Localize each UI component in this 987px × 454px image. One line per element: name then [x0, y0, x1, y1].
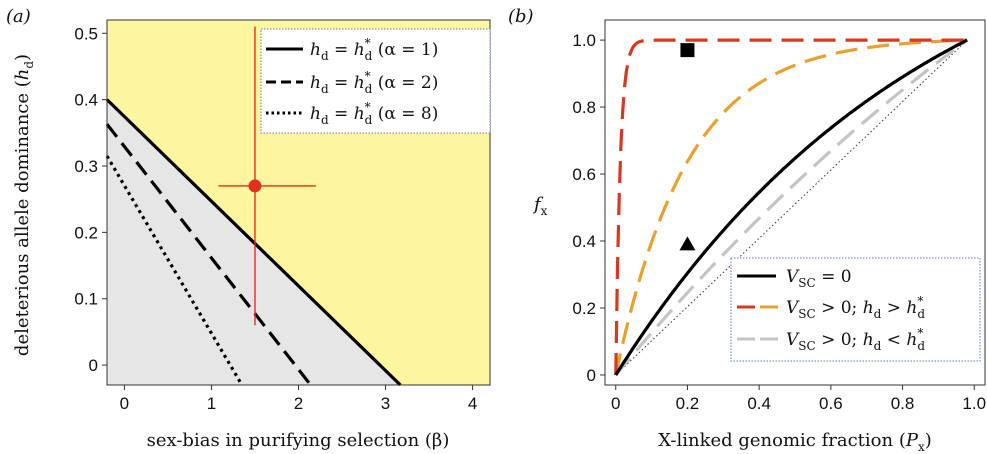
legend-a-entry-3: hd = h* d (α = 8) [310, 100, 438, 127]
y-tick-label: 0 [89, 356, 98, 375]
estimate-point [248, 179, 262, 193]
y-tick-label: 0 [587, 366, 596, 385]
legend-b-entry-3: VSC > 0; hd < h* d [786, 326, 925, 353]
panel-a-label: (a) [6, 6, 31, 27]
y-tick-label: 0.2 [572, 299, 596, 318]
x-tick-label: 1 [207, 394, 216, 413]
x-tick-label: 0.2 [676, 394, 700, 413]
threshold-line-dashed [105, 123, 312, 386]
legend-b-entry-1: VSC = 0 [786, 267, 852, 290]
y-tick-label: 0.4 [74, 91, 98, 110]
x-tick-label: 0.4 [747, 394, 771, 413]
panel-b-y-axis-label: fx [532, 194, 548, 218]
y-tick-label: 0.3 [74, 157, 98, 176]
y-tick-label: 0.8 [572, 98, 596, 117]
panel-b-x-ticks: 0 0.2 0.4 0.6 0.8 1.0 [611, 385, 986, 413]
panel-b-chart: 0 0.2 0.4 0.6 0.8 1.0 0 0.2 0.4 0.6 0.8 1.0 VSC = … [532, 19, 986, 454]
threshold-line-dotted [105, 155, 244, 386]
threshold-line-solid [105, 98, 402, 387]
legend-b-entry-2: VSC > 0; hd > h* d [786, 294, 925, 321]
x-tick-label: 1.0 [962, 394, 986, 413]
y-tick-label: 0.5 [74, 24, 98, 43]
x-tick-label: 0 [120, 394, 129, 413]
panel-b-markers [679, 43, 696, 251]
x-tick-label: 3 [381, 394, 390, 413]
panel-a-chart: 0 1 2 3 4 0 0.1 0.2 0.3 0.4 0.5 hd = h* d (α = 1) … [12, 19, 491, 451]
legend-a-entry-1: hd = h* d (α = 1) [310, 36, 438, 63]
legend-a-entry-2: hd = h* d (α = 2) [310, 69, 438, 96]
fx-curve-dashed-3 [614, 38, 969, 376]
y-tick-label: 0.6 [572, 165, 596, 184]
fx-curve-solid-0 [614, 38, 968, 376]
panel-b-label: (b) [508, 6, 534, 27]
panel-b-legend: VSC = 0 VSC > 0; hd > h* d VSC > 0; hd < … [730, 257, 981, 362]
square-marker [680, 43, 695, 58]
y-tick-label: 0.2 [74, 223, 98, 242]
x-tick-label: 0.6 [819, 394, 843, 413]
panel-a-y-ticks: 0 0.1 0.2 0.3 0.4 0.5 [74, 24, 107, 375]
y-tick-label: 0.4 [572, 232, 596, 251]
x-tick-label: 0 [611, 394, 620, 413]
panel-a-y-axis-label: deleterious allele dominance (hd) [12, 54, 36, 356]
panel-b-frame [604, 19, 986, 386]
y-tick-label: 0.1 [74, 290, 98, 309]
panel-a-lines [105, 98, 402, 387]
x-tick-label: 2 [294, 394, 303, 413]
panel-a-legend: hd = h* d (α = 1) hd = h* d (α = 2) hd = h… [260, 28, 491, 134]
panel-a-x-ticks: 0 1 2 3 4 [120, 385, 477, 413]
x-tick-label: 4 [468, 394, 477, 413]
x-tick-label: 0.8 [891, 394, 915, 413]
y-tick-label: 1.0 [572, 31, 596, 50]
panel-a-estimate [218, 26, 316, 326]
panel-b-y-ticks: 0 0.2 0.4 0.6 0.8 1.0 [572, 31, 605, 385]
triangle-marker [679, 236, 696, 251]
panel-b-curves [614, 38, 969, 376]
panel-b-x-axis-label: X-linked genomic fraction (Px) [658, 430, 932, 454]
fx-curve-dashed-2 [614, 38, 968, 376]
fx-curve-dotted-4 [615, 39, 968, 376]
panel-a-x-axis-label: sex-bias in purifying selection (β) [147, 430, 450, 451]
fx-curve-dashed-1 [614, 38, 968, 376]
